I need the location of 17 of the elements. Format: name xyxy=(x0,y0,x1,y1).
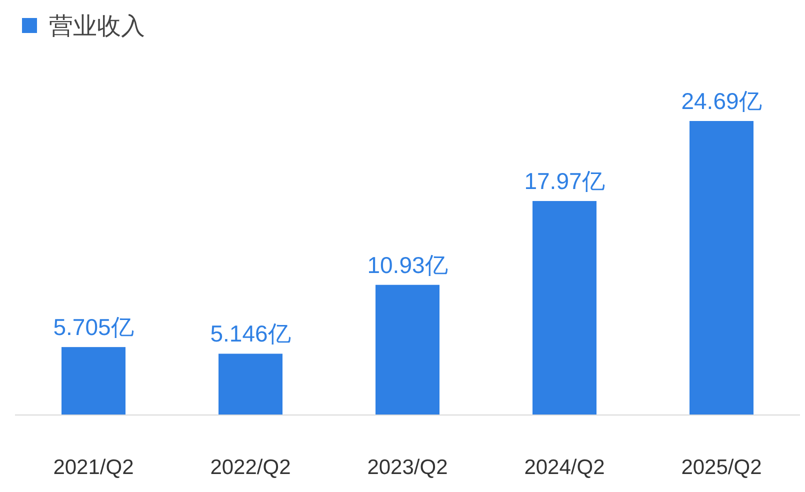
x-tick-label: 2023/Q2 xyxy=(367,456,448,479)
data-label: 24.69亿 xyxy=(681,88,762,114)
data-label: 5.705亿 xyxy=(53,314,134,340)
data-label: 5.146亿 xyxy=(210,320,291,347)
legend: 营业收入 xyxy=(22,13,145,40)
x-tick-label: 2021/Q2 xyxy=(53,456,134,479)
data-label: 17.97亿 xyxy=(524,168,605,194)
bar xyxy=(532,201,596,415)
bar xyxy=(62,347,126,415)
bar xyxy=(690,121,754,415)
data-label: 10.93亿 xyxy=(367,252,448,278)
x-tick-label: 2022/Q2 xyxy=(210,456,291,479)
bar xyxy=(376,284,440,415)
legend-label: 营业收入 xyxy=(49,13,145,40)
x-tick-label: 2025/Q2 xyxy=(681,456,762,479)
x-tick-label: 2024/Q2 xyxy=(524,456,605,479)
bar xyxy=(218,354,282,415)
